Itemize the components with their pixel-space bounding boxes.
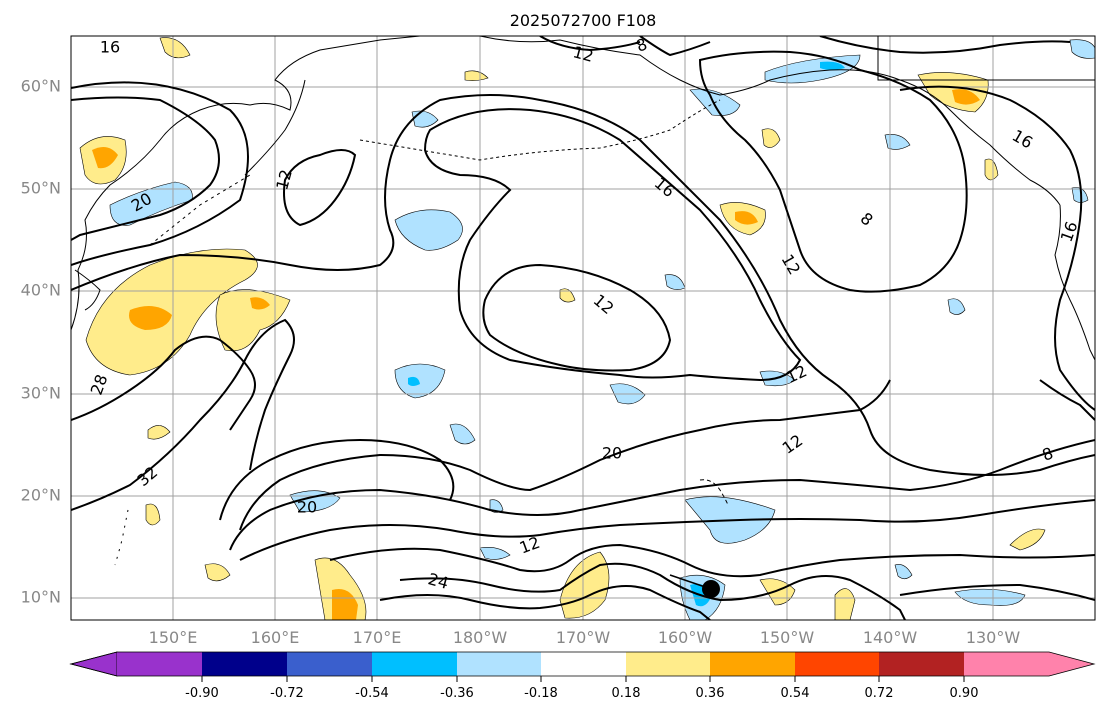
lat-label: 50°N [21,179,61,198]
colorbar-label: -0.18 [524,686,558,701]
negative-anomaly-region [449,423,476,445]
colorbar-swatch [795,652,879,676]
lat-label: 60°N [21,77,61,96]
colorbar-label: 0.90 [950,686,979,701]
colorbar-swatch [202,652,287,676]
positive-anomaly-core [332,589,358,620]
positive-anomaly-region [145,503,161,526]
map-area: 16 12 8 12 20 16 16 12 16 8 12 28 32 12 … [70,35,1096,621]
positive-anomaly-region [85,248,258,376]
lon-label: 160°W [658,628,713,647]
colorbar-extend-low [69,651,118,677]
lon-label: 130°W [966,628,1021,647]
coastline-asia [71,36,421,331]
colorbar-label: -0.72 [270,686,304,701]
colorbar-swatch [287,652,372,676]
lon-label: 180°W [453,628,508,647]
colorbar-label: -0.90 [185,686,219,701]
coastline-kuril-islands [149,174,251,246]
coastline-north-america [1054,204,1095,361]
negative-anomaly-region [1071,187,1089,203]
negative-anomaly-region [884,134,911,150]
lon-label: 150°E [149,628,198,647]
map-frame [70,35,1096,621]
colorbar: -0.90 -0.72 -0.54 -0.36 -0.18 0.18 0.36 … [69,651,1096,701]
island-hawaii [699,479,729,506]
colorbar-swatch [626,652,710,676]
colorbar-label: 0.18 [612,686,641,701]
positive-anomaly-region [1009,528,1046,551]
negative-anomaly-region [489,499,504,513]
negative-anomaly-region [954,588,1026,606]
colorbar-outline [69,651,1096,677]
positive-anomaly-region [204,563,231,582]
island-chain-marianas [114,509,129,566]
height-contours [71,36,1095,620]
colorbar-swatch [372,652,457,676]
lat-label: 10°N [21,588,61,607]
lat-label: 40°N [21,281,61,300]
colorbar-swatch [457,652,541,676]
contour-label: 16 [100,38,120,57]
positive-anomaly-core [129,306,172,330]
colorbar-swatch [541,652,626,676]
positive-anomaly-region [559,288,576,303]
contour-label: 20 [602,444,622,463]
colorbar-label: 0.54 [781,686,810,701]
positive-anomaly-core [250,297,270,310]
lat-label: 30°N [21,384,61,403]
negative-anomaly-region [394,209,463,251]
colorbar-extend-high [964,652,1094,676]
colorbar-label: 0.36 [696,686,725,701]
lon-label: 160°E [251,628,300,647]
coastline-japan [74,269,101,311]
positive-anomaly-region [464,70,489,81]
longitude-labels: 150°E 160°E 170°E 180°W 170°W 160°W 150°… [149,628,1021,647]
negative-anomaly-region [479,547,511,560]
positive-anomaly-region [159,37,191,59]
negative-anomaly-region [394,363,446,399]
lon-label: 170°W [556,628,611,647]
colorbar-label: -0.54 [355,686,389,701]
colorbar-label: -0.36 [440,686,474,701]
contour-label: 12 [272,167,296,192]
coastline-alaska [479,36,1061,206]
colorbar-swatch [117,652,202,676]
positive-anomaly-core [735,211,758,225]
colorbar-swatch [710,652,795,676]
lon-label: 150°W [760,628,815,647]
canada-border [877,36,1095,81]
colorbar-label: 0.72 [865,686,894,701]
positive-anomaly-core [952,89,980,105]
lon-label: 170°E [353,628,402,647]
positive-anomaly-region [761,128,781,148]
station-track [669,574,712,590]
negative-anomaly-region [894,564,913,580]
lat-label: 20°N [21,486,61,505]
negative-anomaly-core [820,61,845,70]
positive-anomaly-region [834,588,856,620]
negative-anomaly-core [408,376,420,386]
coastlines [71,36,1095,566]
contour-label: 20 [297,498,317,517]
lon-label: 140°W [863,628,918,647]
positive-anomaly-region [984,158,999,181]
negative-anomaly-region [947,298,966,315]
coastline-kamchatka [244,79,306,176]
latitude-labels: 10°N 20°N 30°N 40°N 50°N 60°N [21,77,61,607]
colorbar-swatch [879,652,964,676]
contour-label: 12 [571,42,596,66]
positive-anomaly-region [147,425,171,440]
positive-anomaly-core [92,146,118,169]
negative-anomaly-region [1069,39,1095,59]
contour-label: 24 [426,569,451,593]
map-title: 2025072700 F108 [510,11,657,30]
